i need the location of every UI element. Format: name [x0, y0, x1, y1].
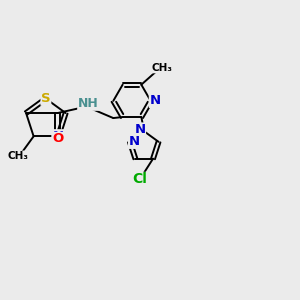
Text: O: O — [52, 132, 63, 146]
Text: Cl: Cl — [132, 172, 147, 187]
Text: NH: NH — [78, 97, 99, 110]
Text: N: N — [129, 135, 140, 148]
Text: N: N — [52, 130, 64, 143]
Text: N: N — [134, 123, 146, 136]
Text: N: N — [149, 94, 161, 107]
Text: S: S — [41, 92, 51, 105]
Text: CH₃: CH₃ — [152, 63, 173, 73]
Text: CH₃: CH₃ — [7, 151, 28, 161]
